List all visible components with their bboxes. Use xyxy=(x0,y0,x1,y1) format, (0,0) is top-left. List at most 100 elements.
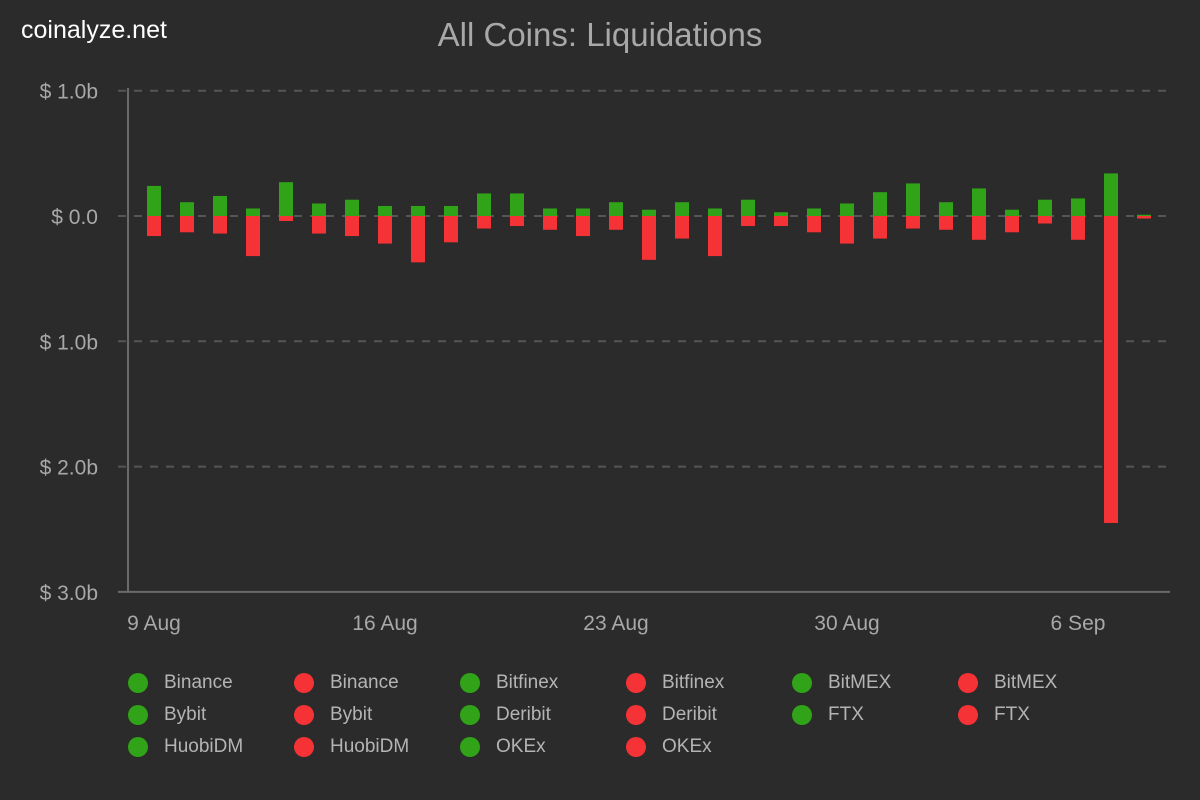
positive-bar-8-sep xyxy=(1137,214,1151,216)
x-tick-label: 23 Aug xyxy=(583,612,648,635)
legend-label: Bitfinex xyxy=(496,672,559,693)
positive-bar-30-aug xyxy=(840,203,854,216)
legend-label: Bitfinex xyxy=(662,672,725,693)
negative-bar-27-aug xyxy=(741,216,755,227)
positive-bar-3-sep xyxy=(972,188,986,216)
positive-bar-26-aug xyxy=(708,208,722,216)
positive-bar-1-sep xyxy=(906,183,920,216)
legend-marker-icon xyxy=(792,673,812,693)
positive-bar-10-aug xyxy=(180,202,194,216)
legend-item-bybit-red[interactable]: Bybit xyxy=(294,703,460,727)
positive-bar-7-sep xyxy=(1104,173,1118,216)
y-tick-label: $ 2.0b xyxy=(40,457,98,480)
legend: Binance Binance Bitfinex Bitfinex BitMEX BitM… xyxy=(128,671,1128,759)
legend-marker-icon xyxy=(128,673,148,693)
legend-item-bybit-green[interactable]: Bybit xyxy=(128,703,294,727)
x-tick-label: 30 Aug xyxy=(814,612,879,635)
positive-bar-6-sep xyxy=(1071,198,1085,216)
positive-bar-22-aug xyxy=(576,208,590,216)
legend-item-ftx-green[interactable]: FTX xyxy=(792,703,958,727)
legend-label: FTX xyxy=(994,704,1030,725)
y-tick-label: $ 1.0b xyxy=(40,81,98,104)
positive-bar-23-aug xyxy=(609,202,623,216)
negative-bar-30-aug xyxy=(840,216,854,244)
negative-bar-8-sep xyxy=(1137,216,1151,219)
negative-bar-13-aug xyxy=(279,216,293,222)
legend-marker-icon xyxy=(626,705,646,725)
negative-bar-24-aug xyxy=(642,216,656,260)
positive-bar-12-aug xyxy=(246,208,260,216)
negative-bar-4-sep xyxy=(1005,216,1019,233)
legend-item-binance-green[interactable]: Binance xyxy=(128,671,294,695)
legend-marker-icon xyxy=(626,737,646,757)
negative-bar-31-aug xyxy=(873,216,887,239)
x-tick-label: 6 Sep xyxy=(1051,612,1106,635)
x-tick-label: 16 Aug xyxy=(352,612,417,635)
positive-bar-20-aug xyxy=(510,193,524,216)
legend-marker-icon xyxy=(460,705,480,725)
positive-bar-2-sep xyxy=(939,202,953,216)
legend-item-deribit-green[interactable]: Deribit xyxy=(460,703,626,727)
legend-label: HuobiDM xyxy=(164,736,244,757)
legend-label: HuobiDM xyxy=(330,736,410,757)
positive-bar-29-aug xyxy=(807,208,821,216)
legend-label: Bybit xyxy=(330,704,373,725)
legend-item-bitmex-green[interactable]: BitMEX xyxy=(792,671,958,695)
positive-bar-24-aug xyxy=(642,209,656,216)
legend-label: OKEx xyxy=(496,736,546,757)
y-tick-label: $ 1.0b xyxy=(40,331,98,354)
legend-marker-icon xyxy=(128,705,148,725)
legend-item-okex-green[interactable]: OKEx xyxy=(460,735,626,759)
legend-label: Binance xyxy=(164,672,233,693)
legend-label: FTX xyxy=(828,704,864,725)
legend-item-bitmex-red[interactable]: BitMEX xyxy=(958,671,1124,695)
negative-bar-19-aug xyxy=(477,216,491,229)
legend-item-huobidm-red[interactable]: HuobiDM xyxy=(294,735,460,759)
positive-bar-11-aug xyxy=(213,195,227,216)
negative-bar-14-aug xyxy=(312,216,326,234)
legend-label: BitMEX xyxy=(828,672,892,693)
positive-bar-27-aug xyxy=(741,199,755,216)
negative-bar-20-aug xyxy=(510,216,524,227)
legend-label: Binance xyxy=(330,672,399,693)
brand-logo-text: coinalyze.net xyxy=(21,16,167,44)
positive-bar-16-aug xyxy=(378,205,392,216)
positive-bar-31-aug xyxy=(873,192,887,216)
positive-bar-5-sep xyxy=(1038,199,1052,216)
legend-item-binance-red[interactable]: Binance xyxy=(294,671,460,695)
negative-bar-23-aug xyxy=(609,216,623,230)
positive-bar-15-aug xyxy=(345,199,359,216)
legend-item-bitfinex-red[interactable]: Bitfinex xyxy=(626,671,792,695)
y-tick-label: $ 0.0 xyxy=(51,206,98,229)
negative-bar-18-aug xyxy=(444,216,458,243)
negative-bar-28-aug xyxy=(774,216,788,227)
legend-marker-icon xyxy=(626,673,646,693)
legend-marker-icon xyxy=(958,673,978,693)
positive-bar-9-aug xyxy=(147,185,161,216)
legend-item-bitfinex-green[interactable]: Bitfinex xyxy=(460,671,626,695)
legend-marker-icon xyxy=(958,705,978,725)
legend-label: BitMEX xyxy=(994,672,1058,693)
positive-bar-28-aug xyxy=(774,212,788,216)
negative-bar-5-sep xyxy=(1038,216,1052,224)
negative-bar-9-aug xyxy=(147,216,161,237)
positive-bar-13-aug xyxy=(279,182,293,216)
legend-item-huobidm-green[interactable]: HuobiDM xyxy=(128,735,294,759)
legend-item-ftx-red[interactable]: FTX xyxy=(958,703,1124,727)
legend-label: OKEx xyxy=(662,736,712,757)
negative-bar-29-aug xyxy=(807,216,821,233)
negative-bar-25-aug xyxy=(675,216,689,239)
positive-bar-14-aug xyxy=(312,203,326,216)
legend-label: Bybit xyxy=(164,704,207,725)
negative-bar-2-sep xyxy=(939,216,953,230)
chart-title: All Coins: Liquidations xyxy=(437,16,763,53)
positive-bar-17-aug xyxy=(411,205,425,216)
negative-bar-10-aug xyxy=(180,216,194,233)
positive-bar-25-aug xyxy=(675,202,689,216)
negative-bar-21-aug xyxy=(543,216,557,230)
legend-marker-icon xyxy=(460,673,480,693)
legend-marker-icon xyxy=(294,673,314,693)
legend-item-deribit-red[interactable]: Deribit xyxy=(626,703,792,727)
legend-item-okex-red[interactable]: OKEx xyxy=(626,735,792,759)
negative-bar-11-aug xyxy=(213,216,227,234)
